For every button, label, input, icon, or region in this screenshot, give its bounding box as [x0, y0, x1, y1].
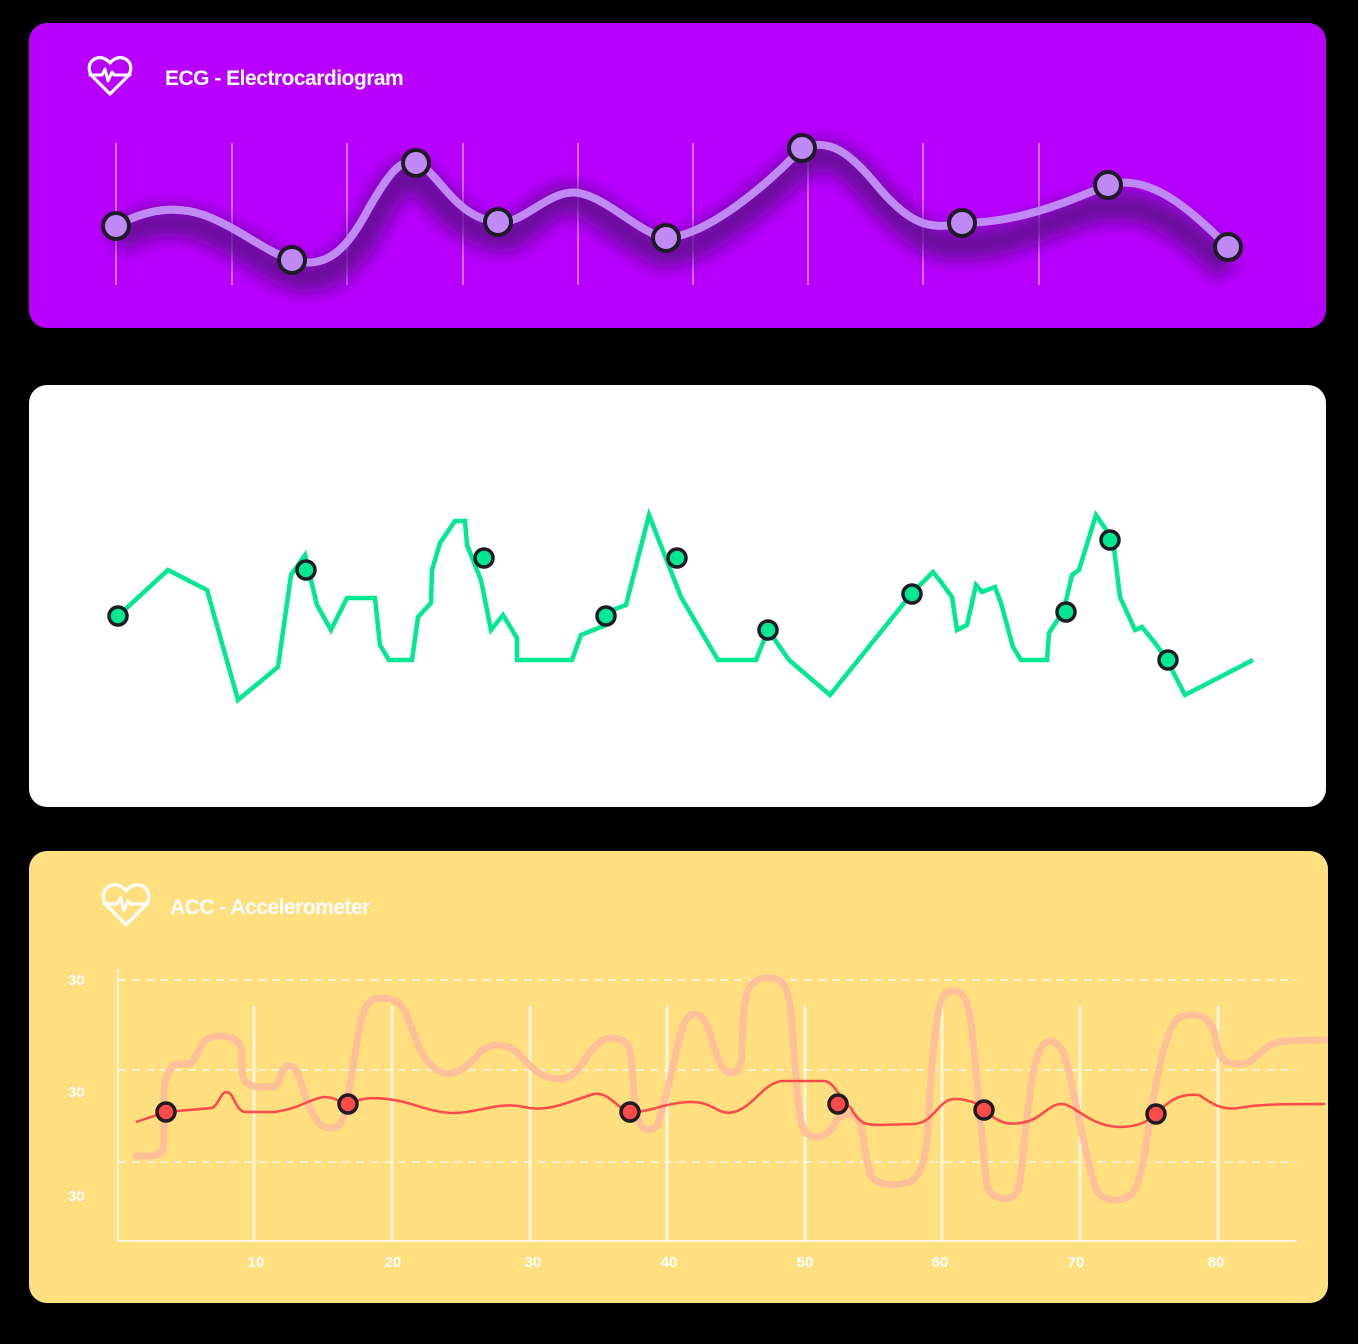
signal-point[interactable]: [295, 559, 317, 581]
signal-chart: [107, 507, 1255, 704]
x-tick-label: 50: [797, 1254, 814, 1271]
signal-point[interactable]: [107, 605, 129, 627]
signal-point[interactable]: [1099, 529, 1121, 551]
acc-point[interactable]: [155, 1101, 177, 1123]
acc-horizontal-grid: [118, 979, 1297, 1163]
x-tick-label: 60: [932, 1254, 949, 1271]
acc-data-points: [155, 1093, 1167, 1125]
acc-x-axis-labels: 10 20 30 40 50 60 70 80: [248, 1254, 1225, 1271]
ecg-point[interactable]: [483, 207, 513, 237]
y-tick-label: 30: [68, 1188, 85, 1205]
ecg-point[interactable]: [101, 211, 131, 241]
heart-pulse-icon: [87, 55, 133, 102]
ecg-point[interactable]: [787, 133, 817, 163]
ecg-point[interactable]: [947, 208, 977, 238]
ecg-card-title: ECG - Electrocardiogram: [165, 66, 404, 90]
x-tick-label: 20: [385, 1254, 402, 1271]
signal-line: [116, 507, 1255, 704]
x-tick-label: 30: [525, 1254, 542, 1271]
x-tick-label: 70: [1068, 1254, 1085, 1271]
signal-point[interactable]: [473, 547, 495, 569]
signal-point[interactable]: [595, 605, 617, 627]
acc-point[interactable]: [1145, 1103, 1167, 1125]
signal-point[interactable]: [901, 583, 923, 605]
y-tick-label: 30: [68, 972, 85, 989]
acc-point[interactable]: [619, 1101, 641, 1123]
ecg-point[interactable]: [401, 148, 431, 178]
heart-pulse-icon: [100, 882, 152, 933]
ecg-chart: [101, 133, 1243, 292]
x-tick-label: 40: [661, 1254, 678, 1271]
acc-card-title: ACC - Accelerometer: [170, 895, 370, 919]
acc-vertical-grid: [252, 1006, 1220, 1241]
signal-point[interactable]: [1157, 649, 1179, 671]
acc-y-axis-labels: 30 30 30: [68, 972, 85, 1205]
signal-point[interactable]: [757, 619, 779, 641]
ecg-card: ECG - Electrocardiogram: [29, 23, 1326, 328]
ecg-point[interactable]: [1213, 232, 1243, 262]
signal-data-points: [107, 529, 1179, 671]
ecg-point[interactable]: [277, 245, 307, 275]
acc-secondary-line: [132, 974, 1328, 1204]
y-tick-label: 30: [68, 1084, 85, 1101]
ecg-point[interactable]: [1093, 170, 1123, 200]
acc-point[interactable]: [973, 1099, 995, 1121]
ecg-card-header: ECG - Electrocardiogram: [87, 55, 404, 102]
ecg-data-points: [101, 133, 1243, 275]
signal-point[interactable]: [666, 547, 688, 569]
acc-axes: [117, 969, 1297, 1242]
acc-point[interactable]: [827, 1093, 849, 1115]
acc-card-header: ACC - Accelerometer: [100, 882, 370, 933]
acc-point[interactable]: [337, 1093, 359, 1115]
acc-card: ACC - Accelerometer 30 30 30: [29, 851, 1328, 1303]
ecg-line-shadow: [106, 141, 1239, 292]
x-tick-label: 10: [248, 1254, 265, 1271]
acc-chart: 30 30 30 10 20 30: [68, 969, 1328, 1271]
signal-point[interactable]: [1055, 601, 1077, 623]
x-tick-label: 80: [1208, 1254, 1225, 1271]
ecg-point[interactable]: [651, 223, 681, 253]
signal-card: [29, 385, 1326, 807]
